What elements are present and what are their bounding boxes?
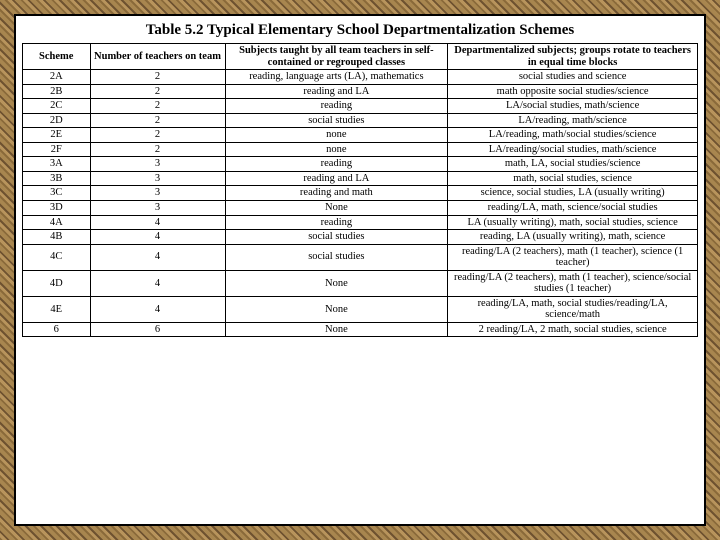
cell-dept: LA/reading, math/science xyxy=(448,113,698,128)
col-teachers: Number of teachers on team xyxy=(90,44,225,70)
cell-scheme: 3C xyxy=(23,186,91,201)
cell-subjects: reading xyxy=(225,215,448,230)
cell-teachers: 2 xyxy=(90,70,225,85)
cell-scheme: 2B xyxy=(23,84,91,99)
cell-teachers: 2 xyxy=(90,113,225,128)
table-row: 3A3readingmath, LA, social studies/scien… xyxy=(23,157,698,172)
schemes-table: Scheme Number of teachers on team Subjec… xyxy=(22,43,698,337)
page-inner: Table 5.2 Typical Elementary School Depa… xyxy=(14,14,706,526)
cell-teachers: 3 xyxy=(90,201,225,216)
cell-subjects: reading and math xyxy=(225,186,448,201)
table-row: 3B3reading and LAmath, social studies, s… xyxy=(23,171,698,186)
table-row: 2B2reading and LAmath opposite social st… xyxy=(23,84,698,99)
cell-subjects: none xyxy=(225,142,448,157)
cell-scheme: 4C xyxy=(23,244,91,270)
table-row: 2A2reading, language arts (LA), mathemat… xyxy=(23,70,698,85)
cell-teachers: 2 xyxy=(90,84,225,99)
cell-scheme: 2D xyxy=(23,113,91,128)
cell-teachers: 6 xyxy=(90,322,225,337)
table-row: 4A4readingLA (usually writing), math, so… xyxy=(23,215,698,230)
cell-scheme: 4D xyxy=(23,270,91,296)
cell-subjects: None xyxy=(225,296,448,322)
cell-scheme: 4E xyxy=(23,296,91,322)
cell-dept: reading/LA (2 teachers), math (1 teacher… xyxy=(448,244,698,270)
table-row: 3D3Nonereading/LA, math, science/social … xyxy=(23,201,698,216)
cell-dept: reading, LA (usually writing), math, sci… xyxy=(448,230,698,245)
cell-subjects: social studies xyxy=(225,244,448,270)
cell-scheme: 6 xyxy=(23,322,91,337)
cell-scheme: 4B xyxy=(23,230,91,245)
col-scheme: Scheme xyxy=(23,44,91,70)
cell-teachers: 4 xyxy=(90,296,225,322)
cell-dept: LA/social studies, math/science xyxy=(448,99,698,114)
table-row: 2D2social studiesLA/reading, math/scienc… xyxy=(23,113,698,128)
cell-dept: science, social studies, LA (usually wri… xyxy=(448,186,698,201)
cell-teachers: 4 xyxy=(90,244,225,270)
table-row: 2E2noneLA/reading, math/social studies/s… xyxy=(23,128,698,143)
cell-dept: math, social studies, science xyxy=(448,171,698,186)
cell-subjects: None xyxy=(225,201,448,216)
cell-dept: LA (usually writing), math, social studi… xyxy=(448,215,698,230)
table-row: 4D4Nonereading/LA (2 teachers), math (1 … xyxy=(23,270,698,296)
cell-subjects: reading and LA xyxy=(225,84,448,99)
table-row: 2C2readingLA/social studies, math/scienc… xyxy=(23,99,698,114)
cell-subjects: None xyxy=(225,270,448,296)
cell-scheme: 2E xyxy=(23,128,91,143)
table-row: 3C3reading and mathscience, social studi… xyxy=(23,186,698,201)
table-row: 4E4Nonereading/LA, math, social studies/… xyxy=(23,296,698,322)
cell-subjects: reading, language arts (LA), mathematics xyxy=(225,70,448,85)
cell-dept: reading/LA, math, social studies/reading… xyxy=(448,296,698,322)
cell-dept: social studies and science xyxy=(448,70,698,85)
cell-teachers: 2 xyxy=(90,142,225,157)
cell-dept: math opposite social studies/science xyxy=(448,84,698,99)
cell-teachers: 3 xyxy=(90,186,225,201)
cell-teachers: 4 xyxy=(90,230,225,245)
cell-scheme: 2C xyxy=(23,99,91,114)
cell-scheme: 3D xyxy=(23,201,91,216)
cell-subjects: none xyxy=(225,128,448,143)
cell-teachers: 2 xyxy=(90,99,225,114)
table-row: 4B4social studiesreading, LA (usually wr… xyxy=(23,230,698,245)
col-subjects: Subjects taught by all team teachers in … xyxy=(225,44,448,70)
cell-scheme: 2F xyxy=(23,142,91,157)
cell-subjects: reading and LA xyxy=(225,171,448,186)
cell-dept: LA/reading, math/social studies/science xyxy=(448,128,698,143)
cell-subjects: reading xyxy=(225,157,448,172)
cell-teachers: 4 xyxy=(90,270,225,296)
cell-subjects: None xyxy=(225,322,448,337)
cell-teachers: 3 xyxy=(90,171,225,186)
cell-teachers: 3 xyxy=(90,157,225,172)
cell-dept: LA/reading/social studies, math/science xyxy=(448,142,698,157)
table-row: 4C4social studiesreading/LA (2 teachers)… xyxy=(23,244,698,270)
cell-subjects: social studies xyxy=(225,113,448,128)
cell-dept: reading/LA (2 teachers), math (1 teacher… xyxy=(448,270,698,296)
cell-dept: math, LA, social studies/science xyxy=(448,157,698,172)
cell-scheme: 3B xyxy=(23,171,91,186)
table-row: 66None2 reading/LA, 2 math, social studi… xyxy=(23,322,698,337)
cell-dept: 2 reading/LA, 2 math, social studies, sc… xyxy=(448,322,698,337)
col-dept: Departmentalized subjects; groups rotate… xyxy=(448,44,698,70)
cell-scheme: 4A xyxy=(23,215,91,230)
table-title: Table 5.2 Typical Elementary School Depa… xyxy=(22,22,698,39)
table-header-row: Scheme Number of teachers on team Subjec… xyxy=(23,44,698,70)
cell-subjects: reading xyxy=(225,99,448,114)
cell-dept: reading/LA, math, science/social studies xyxy=(448,201,698,216)
cell-scheme: 3A xyxy=(23,157,91,172)
cell-teachers: 2 xyxy=(90,128,225,143)
textured-frame: Table 5.2 Typical Elementary School Depa… xyxy=(0,0,720,540)
table-row: 2F2noneLA/reading/social studies, math/s… xyxy=(23,142,698,157)
cell-teachers: 4 xyxy=(90,215,225,230)
cell-subjects: social studies xyxy=(225,230,448,245)
cell-scheme: 2A xyxy=(23,70,91,85)
